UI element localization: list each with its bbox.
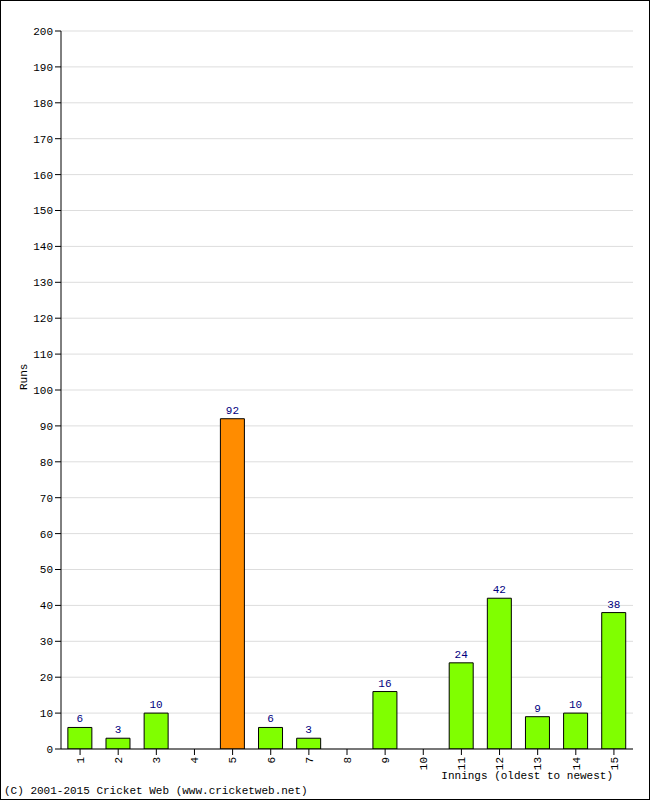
svg-text:6: 6 bbox=[77, 713, 84, 725]
svg-text:1: 1 bbox=[75, 757, 87, 764]
svg-text:8: 8 bbox=[342, 757, 354, 764]
svg-text:3: 3 bbox=[151, 757, 163, 764]
svg-text:190: 190 bbox=[33, 62, 53, 74]
svg-text:30: 30 bbox=[40, 636, 53, 648]
svg-text:6: 6 bbox=[267, 713, 274, 725]
svg-text:160: 160 bbox=[33, 170, 53, 182]
svg-text:9: 9 bbox=[534, 703, 541, 715]
svg-text:92: 92 bbox=[226, 405, 239, 417]
svg-text:0: 0 bbox=[46, 744, 53, 756]
svg-text:90: 90 bbox=[40, 421, 53, 433]
svg-text:130: 130 bbox=[33, 277, 53, 289]
svg-text:7: 7 bbox=[304, 757, 316, 764]
svg-text:3: 3 bbox=[305, 724, 312, 736]
svg-text:120: 120 bbox=[33, 313, 53, 325]
svg-text:80: 80 bbox=[40, 457, 53, 469]
svg-text:50: 50 bbox=[40, 564, 53, 576]
svg-text:40: 40 bbox=[40, 600, 53, 612]
svg-text:10: 10 bbox=[418, 757, 430, 770]
svg-text:3: 3 bbox=[115, 724, 122, 736]
svg-text:100: 100 bbox=[33, 385, 53, 397]
svg-text:10: 10 bbox=[40, 708, 53, 720]
svg-text:10: 10 bbox=[569, 699, 582, 711]
svg-text:2: 2 bbox=[113, 757, 125, 764]
svg-text:Runs: Runs bbox=[18, 364, 30, 390]
svg-text:9: 9 bbox=[380, 757, 392, 764]
svg-text:200: 200 bbox=[33, 26, 53, 38]
svg-text:20: 20 bbox=[40, 672, 53, 684]
svg-text:14: 14 bbox=[571, 757, 583, 771]
svg-text:42: 42 bbox=[493, 584, 506, 596]
svg-text:110: 110 bbox=[33, 349, 53, 361]
svg-text:140: 140 bbox=[33, 241, 53, 253]
svg-text:12: 12 bbox=[494, 757, 506, 770]
svg-text:10: 10 bbox=[150, 699, 163, 711]
svg-text:70: 70 bbox=[40, 493, 53, 505]
svg-text:5: 5 bbox=[227, 757, 239, 764]
svg-text:180: 180 bbox=[33, 98, 53, 110]
svg-text:13: 13 bbox=[532, 757, 544, 770]
svg-text:4: 4 bbox=[189, 757, 201, 764]
svg-text:38: 38 bbox=[607, 599, 620, 611]
svg-text:60: 60 bbox=[40, 529, 53, 541]
svg-text:Innings (oldest to newest): Innings (oldest to newest) bbox=[441, 770, 613, 782]
html-text:(C) 2001-2015 Cricket Web (www: (C) 2001-2015 Cricket Web (www.cricketwe… bbox=[4, 785, 308, 797]
svg-text:11: 11 bbox=[456, 757, 468, 771]
svg-text:170: 170 bbox=[33, 134, 53, 146]
svg-text:6: 6 bbox=[266, 757, 278, 764]
svg-text:24: 24 bbox=[455, 649, 469, 661]
svg-text:16: 16 bbox=[378, 678, 391, 690]
svg-text:150: 150 bbox=[33, 205, 53, 217]
svg-text:15: 15 bbox=[609, 757, 621, 770]
